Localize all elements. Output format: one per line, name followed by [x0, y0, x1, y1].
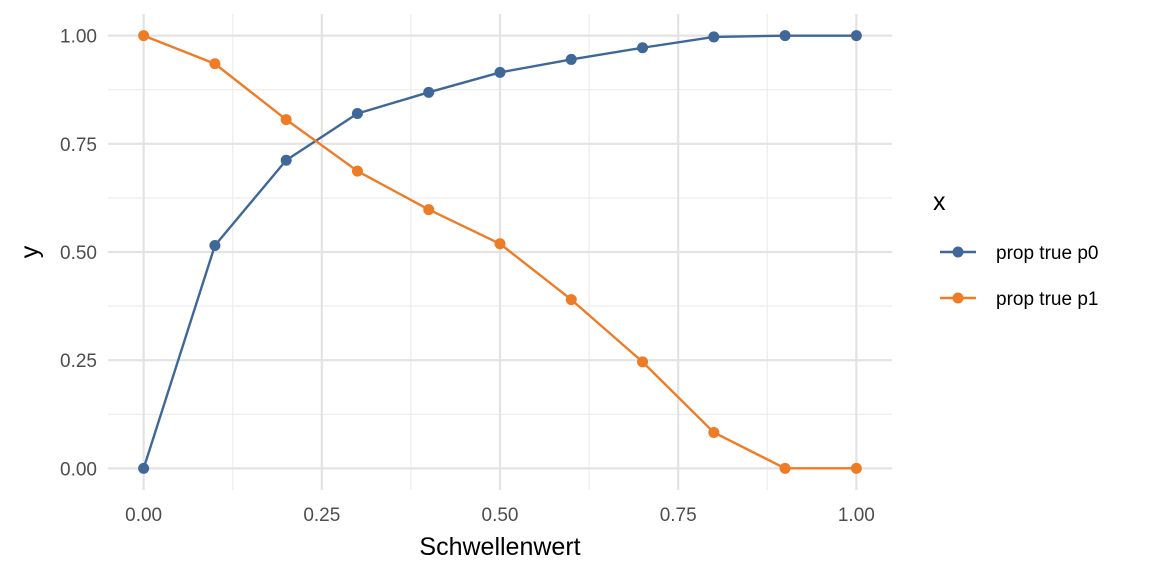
legend-label: prop true p0 [996, 243, 1098, 264]
y-axis-ticks: 0.00 0.25 0.50 0.75 1.00 [60, 27, 97, 481]
data-point [494, 66, 506, 78]
legend: x prop true p0 prop true p1 [933, 188, 1098, 310]
y-tick-label: 0.00 [60, 459, 97, 480]
y-tick-label: 1.00 [60, 27, 97, 48]
data-point [708, 31, 720, 43]
data-point [138, 462, 150, 474]
data-point [209, 58, 221, 70]
series-2 [138, 30, 862, 474]
y-axis-title: y [16, 245, 44, 258]
x-tick-label: 0.25 [303, 505, 340, 526]
x-axis-ticks: 0.00 0.25 0.50 0.75 1.00 [125, 505, 875, 526]
series-group [138, 30, 862, 474]
data-point [850, 462, 862, 474]
y-tick-label: 0.75 [60, 135, 97, 156]
data-point [708, 426, 720, 438]
data-point [423, 204, 435, 216]
data-point [423, 86, 435, 98]
series-1 [138, 30, 862, 474]
legend-items: prop true p0 prop true p1 [940, 243, 1098, 310]
legend-item: prop true p1 [940, 289, 1098, 310]
data-point [637, 356, 649, 368]
legend-title: x [933, 188, 946, 216]
data-point [779, 30, 791, 42]
legend-key-marker [952, 246, 964, 258]
data-point [565, 294, 577, 306]
legend-item: prop true p0 [940, 243, 1098, 264]
data-point [565, 53, 577, 65]
legend-key-marker [952, 292, 964, 304]
grid [108, 14, 892, 490]
data-point [280, 154, 292, 166]
data-point [779, 462, 791, 474]
data-point [280, 114, 292, 126]
data-point [209, 240, 221, 252]
x-tick-label: 0.75 [660, 505, 697, 526]
legend-label: prop true p1 [996, 289, 1098, 310]
y-tick-label: 0.25 [60, 351, 97, 372]
x-tick-label: 0.00 [125, 505, 162, 526]
data-point [637, 42, 649, 54]
x-tick-label: 0.50 [482, 505, 519, 526]
x-axis-title: Schwellenwert [419, 533, 580, 561]
data-point [351, 108, 363, 120]
data-point [138, 30, 150, 42]
data-point [850, 30, 862, 42]
x-tick-label: 1.00 [838, 505, 875, 526]
data-point [494, 238, 506, 250]
data-point [351, 165, 363, 177]
y-tick-label: 0.50 [60, 243, 97, 264]
